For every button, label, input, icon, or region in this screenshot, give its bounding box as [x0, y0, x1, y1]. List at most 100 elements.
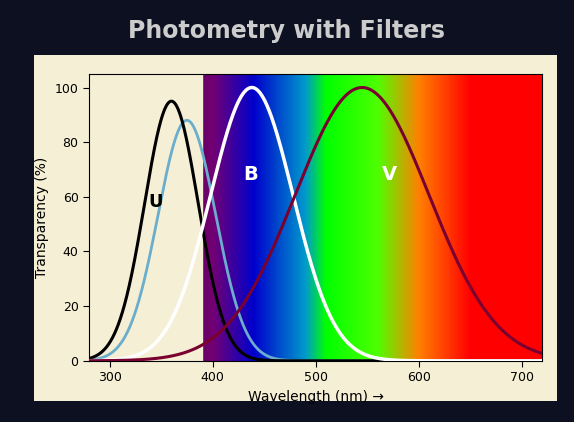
Bar [425, 74, 426, 361]
Bar [354, 74, 355, 361]
Bar [298, 74, 300, 361]
Bar [534, 74, 535, 361]
Bar [227, 74, 228, 361]
Text: V: V [382, 165, 397, 184]
Bar [285, 74, 286, 361]
Bar [451, 74, 452, 361]
Bar [486, 74, 487, 361]
Bar [396, 74, 397, 361]
Bar [210, 74, 211, 361]
Bar [338, 74, 339, 361]
Bar [441, 74, 442, 361]
Bar [525, 74, 526, 361]
Y-axis label: Transparency (%): Transparency (%) [35, 157, 49, 278]
Bar [312, 74, 313, 361]
Bar [527, 74, 528, 361]
Bar [226, 74, 227, 361]
Bar [366, 74, 367, 361]
Bar [421, 74, 422, 361]
Bar [469, 74, 470, 361]
Bar [284, 74, 285, 361]
Bar [289, 74, 290, 361]
Bar [372, 74, 373, 361]
Bar [340, 74, 342, 361]
Bar [364, 74, 365, 361]
Bar [336, 74, 337, 361]
Bar [490, 74, 491, 361]
Bar [449, 74, 451, 361]
Bar [476, 74, 477, 361]
Bar [294, 74, 295, 361]
Bar [479, 74, 480, 361]
Bar [240, 74, 241, 361]
Bar [277, 74, 278, 361]
Bar [208, 74, 209, 361]
Bar [510, 74, 511, 361]
Bar [367, 74, 368, 361]
Bar [218, 74, 219, 361]
Bar [278, 74, 279, 361]
Bar [253, 74, 254, 361]
Bar [381, 74, 382, 361]
Bar [349, 74, 350, 361]
Bar [434, 74, 435, 361]
Bar [220, 74, 221, 361]
Bar [233, 74, 234, 361]
Bar [523, 74, 525, 361]
Bar [343, 74, 344, 361]
Bar [259, 74, 260, 361]
Bar [279, 74, 280, 361]
Bar [464, 74, 465, 361]
Bar [411, 74, 412, 361]
Bar [377, 74, 378, 361]
Bar [401, 74, 402, 361]
Bar [407, 74, 408, 361]
Bar [526, 74, 527, 361]
Bar [352, 74, 353, 361]
Bar [309, 74, 310, 361]
Bar [315, 74, 316, 361]
Bar [243, 74, 244, 361]
Bar [475, 74, 476, 361]
Bar [317, 74, 318, 361]
Bar [331, 74, 332, 361]
Bar [520, 74, 521, 361]
Bar [454, 74, 455, 361]
Bar [365, 74, 366, 361]
Bar [507, 74, 509, 361]
Bar [436, 74, 437, 361]
Bar [223, 74, 224, 361]
Bar [327, 74, 328, 361]
Bar [511, 74, 512, 361]
Bar [258, 74, 259, 361]
Bar [478, 74, 479, 361]
Bar [521, 74, 522, 361]
Bar [433, 74, 434, 361]
Bar [329, 74, 330, 361]
Bar [350, 74, 351, 361]
Bar [314, 74, 315, 361]
Bar [517, 74, 518, 361]
Bar [235, 74, 236, 361]
Bar [481, 74, 482, 361]
Bar [326, 74, 327, 361]
Bar [394, 74, 395, 361]
Bar [539, 74, 540, 361]
Bar [439, 74, 440, 361]
Bar [466, 74, 467, 361]
Bar [404, 74, 405, 361]
Bar [535, 74, 536, 361]
Bar [308, 74, 309, 361]
Bar [204, 74, 205, 361]
Bar [390, 74, 391, 361]
Bar [501, 74, 502, 361]
Bar [304, 74, 305, 361]
Bar [460, 74, 461, 361]
Bar [337, 74, 338, 361]
Bar [234, 74, 235, 361]
Bar [212, 74, 214, 361]
Bar [224, 74, 226, 361]
Bar [495, 74, 497, 361]
Bar [371, 74, 372, 361]
Bar [540, 74, 541, 361]
